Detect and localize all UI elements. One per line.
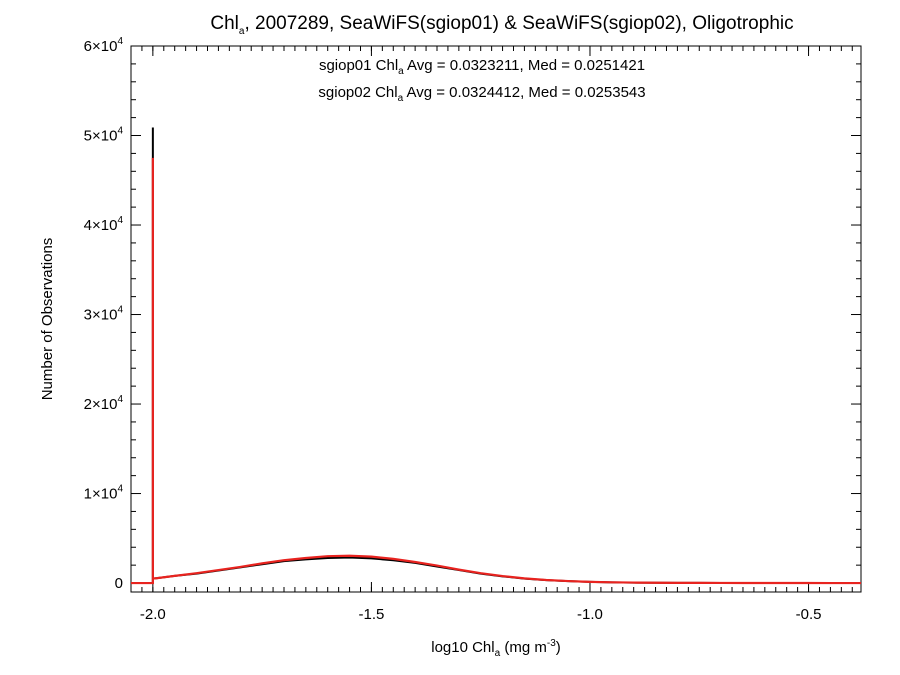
y-tick-label: 5×104: [84, 126, 124, 145]
x-tick-label: -1.0: [577, 606, 603, 623]
y-tick-label: 2×104: [84, 394, 124, 413]
series-line-sgiop01: [131, 127, 861, 585]
x-tick-label: -2.0: [140, 606, 166, 623]
y-tick-label: 6×104: [84, 36, 124, 55]
y-axis-label: Number of Observations: [39, 238, 56, 401]
y-tick-label: 4×104: [84, 215, 124, 234]
y-tick-label: 0: [115, 575, 123, 592]
annotation-sgiop02: sgiop02 Chla Avg = 0.0324412, Med = 0.02…: [318, 84, 645, 104]
annotation-sgiop01: sgiop01 Chla Avg = 0.0323211, Med = 0.02…: [319, 57, 645, 77]
series-layer: [131, 127, 861, 585]
plot-frame: [130, 45, 862, 593]
y-tick-label: 1×104: [84, 484, 124, 503]
x-axis-ticks: -2.0 -1.5 -1.0 -0.5: [130, 46, 853, 623]
x-tick-label: -0.5: [796, 606, 822, 623]
y-tick-label: 3×104: [84, 305, 124, 324]
y-axis-ticks: 0 1×104 2×104 3×104 4×104 5×104 6×104: [84, 36, 861, 592]
x-axis-label: log10 Chla (mg m-3): [431, 638, 561, 659]
x-tick-label: -1.5: [358, 606, 384, 623]
series-line-sgiop02: [131, 157, 861, 585]
chart-title: Chla, 2007289, SeaWiFS(sgiop01) & SeaWiF…: [210, 13, 793, 37]
